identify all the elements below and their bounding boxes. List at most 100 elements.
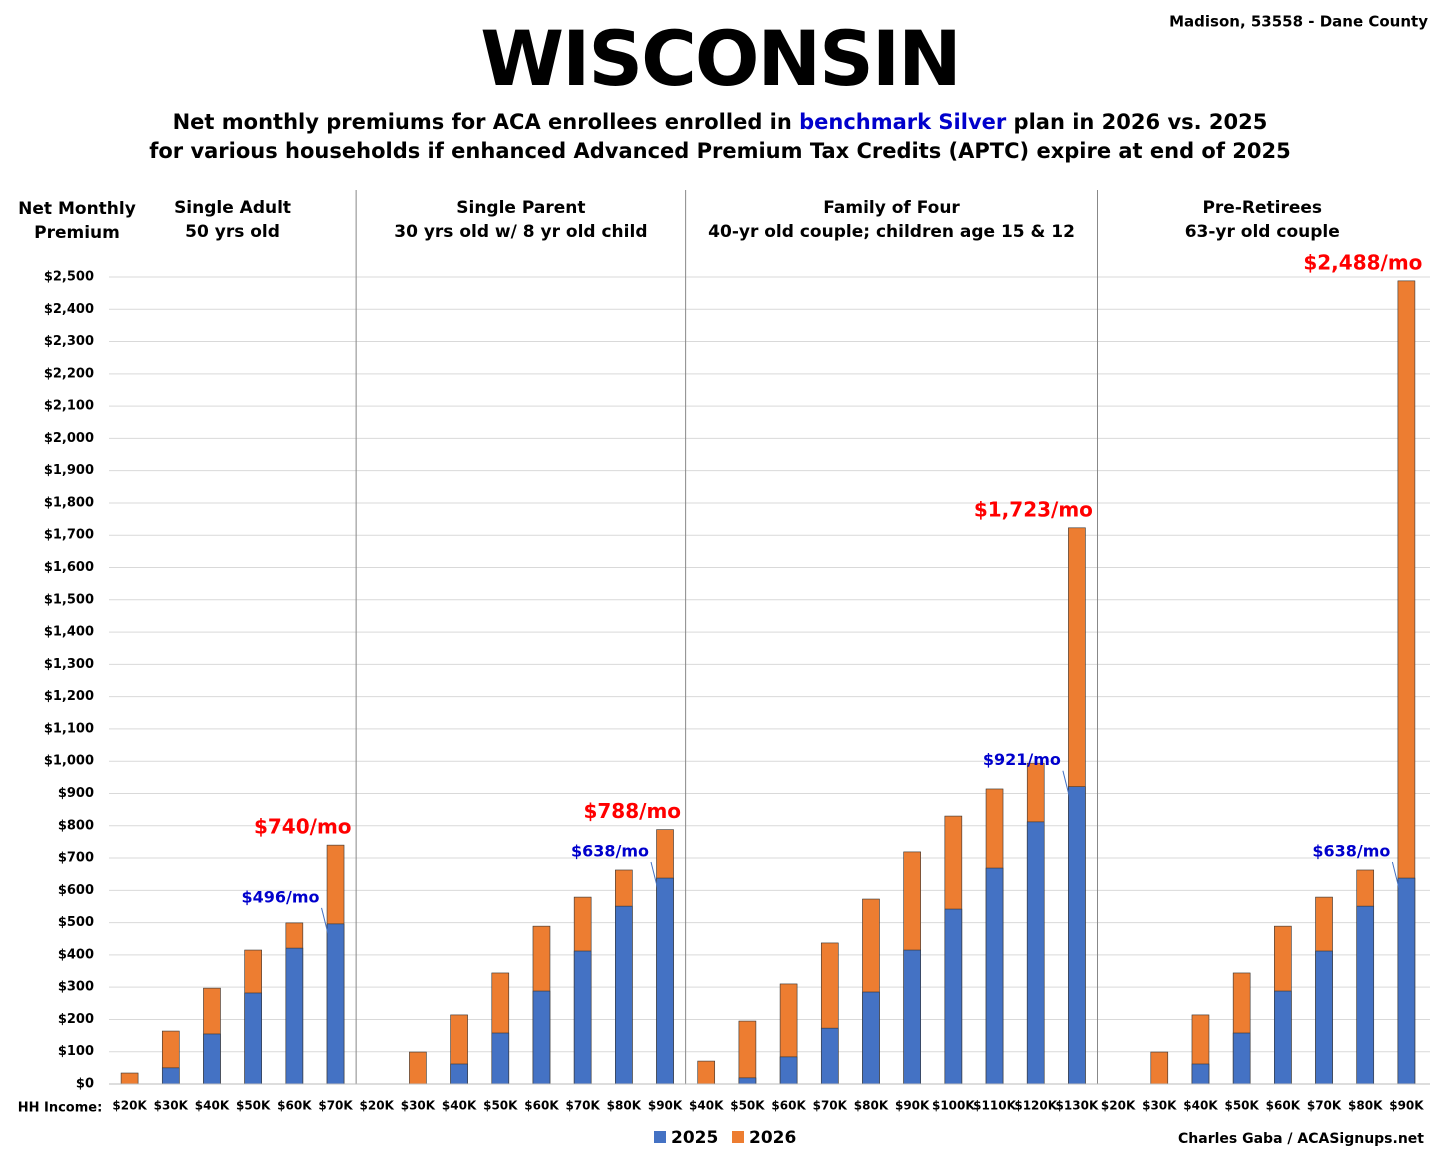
x-tick-label: $90K — [895, 1099, 930, 1113]
x-tick-label: $80K — [854, 1099, 889, 1113]
y-tick-label: $2,200 — [44, 366, 94, 381]
bar — [203, 1033, 221, 1085]
bar — [1356, 905, 1375, 1085]
leader-line — [321, 907, 331, 941]
y-tick-label: $1,500 — [44, 592, 94, 607]
y-tick-label: $1,600 — [44, 560, 94, 575]
panel-title: Pre-Retirees — [1202, 198, 1322, 218]
x-tick-label: $70K — [318, 1099, 353, 1113]
panel-subtitle: 50 yrs old — [185, 222, 280, 242]
y-tick-label: $2,400 — [44, 302, 94, 317]
y-tick-label: $200 — [58, 1012, 94, 1027]
y-tick-label: $1,400 — [44, 625, 94, 640]
y-tick-label: $100 — [58, 1044, 94, 1059]
bar — [326, 923, 345, 1085]
x-tick-label: $70K — [813, 1099, 848, 1113]
x-tick-label: $60K — [277, 1099, 312, 1113]
value-label: $788/mo — [583, 799, 681, 823]
bar — [1150, 1051, 1169, 1085]
x-tick-label: $120K — [1014, 1099, 1057, 1113]
panel-subtitle: 63-yr old couple — [1185, 222, 1340, 242]
bar — [903, 949, 921, 1085]
x-tick-label: $30K — [154, 1099, 189, 1113]
bar — [738, 1020, 757, 1085]
x-tick-label: $30K — [401, 1099, 436, 1113]
y-tick-label: $1,200 — [44, 689, 94, 704]
x-tick-label: $40K — [689, 1099, 724, 1113]
bar — [532, 990, 551, 1085]
bar — [161, 1067, 180, 1085]
legend-label: 2026 — [749, 1128, 796, 1148]
x-tick-label: $20K — [1101, 1099, 1136, 1113]
x-tick-label: $20K — [360, 1099, 395, 1113]
bar — [697, 1060, 716, 1085]
x-tick-label: $60K — [1266, 1099, 1301, 1113]
x-tick-label: $70K — [565, 1099, 600, 1113]
bar — [820, 1027, 839, 1085]
subtitle-highlight: benchmark Silver — [799, 110, 1007, 134]
x-tick-label: $40K — [442, 1099, 477, 1113]
y-tick-label: $1,900 — [44, 463, 94, 478]
bar — [1397, 877, 1416, 1085]
leader-line — [1062, 770, 1072, 803]
y-tick-label: $2,500 — [44, 270, 94, 285]
y-tick-label: $600 — [58, 883, 94, 898]
legend-swatch — [732, 1131, 744, 1143]
panel-title: Single Adult — [174, 198, 291, 218]
value-label: $921/mo — [983, 750, 1061, 769]
legend-label: 2025 — [671, 1128, 718, 1148]
credit: Charles Gaba / ACASignups.net — [1178, 1131, 1424, 1147]
y-tick-label: $0 — [76, 1077, 94, 1092]
x-tick-label: $20K — [112, 1099, 147, 1113]
y-tick-label: $2,000 — [44, 431, 94, 446]
bar — [1026, 821, 1045, 1085]
bar — [450, 1063, 468, 1085]
x-tick-label: $110K — [973, 1099, 1016, 1113]
x-tick-label: $30K — [1142, 1099, 1177, 1113]
y-tick-label: $1,300 — [44, 657, 94, 672]
y-tick-label: $1,700 — [44, 528, 94, 543]
panel-title: Single Parent — [456, 198, 585, 218]
y-tick-label: $800 — [58, 818, 94, 833]
value-label: $496/mo — [241, 887, 319, 906]
x-tick-label: $90K — [648, 1099, 683, 1113]
value-label: $1,723/mo — [974, 497, 1093, 521]
leader-line — [1391, 861, 1401, 895]
y-tick-label: $2,300 — [44, 334, 94, 349]
y-tick-label: $2,100 — [44, 399, 94, 414]
bar — [1232, 1032, 1251, 1085]
subtitle-part: plan in 2026 vs. 2025 — [1006, 110, 1267, 134]
y-tick-label: $900 — [58, 786, 94, 801]
bar — [409, 1051, 427, 1085]
bar — [656, 877, 674, 1085]
leader-line — [650, 861, 660, 895]
x-tick-label: $40K — [195, 1099, 230, 1113]
location: Madison, 53558 - Dane County — [1169, 13, 1428, 31]
x-axis-label: HH Income: — [18, 1101, 103, 1116]
y-axis-label: Premium — [34, 223, 120, 243]
y-tick-label: $1,800 — [44, 495, 94, 510]
subtitle-line: for various households if enhanced Advan… — [149, 139, 1291, 163]
bar — [120, 1072, 139, 1085]
bar — [491, 1032, 510, 1085]
bar — [944, 908, 963, 1085]
bar — [573, 950, 592, 1085]
bar — [779, 1056, 798, 1085]
y-tick-label: $500 — [58, 915, 94, 930]
value-label: $2,488/mo — [1303, 250, 1422, 274]
x-tick-label: $50K — [1224, 1099, 1259, 1113]
chart-title: WISCONSIN — [480, 14, 959, 103]
bar — [985, 867, 1004, 1085]
bar — [738, 1077, 757, 1085]
x-tick-label: $50K — [730, 1099, 765, 1113]
x-tick-label: $40K — [1183, 1099, 1218, 1113]
x-tick-label: $50K — [483, 1099, 518, 1113]
subtitle: Net monthly premiums for ACA enrollees e… — [173, 110, 1268, 134]
x-tick-label: $50K — [236, 1099, 271, 1113]
legend-swatch — [654, 1131, 666, 1143]
bar — [244, 992, 262, 1085]
bar — [285, 947, 304, 1085]
bar — [1315, 950, 1333, 1085]
panel-title: Family of Four — [823, 198, 960, 218]
